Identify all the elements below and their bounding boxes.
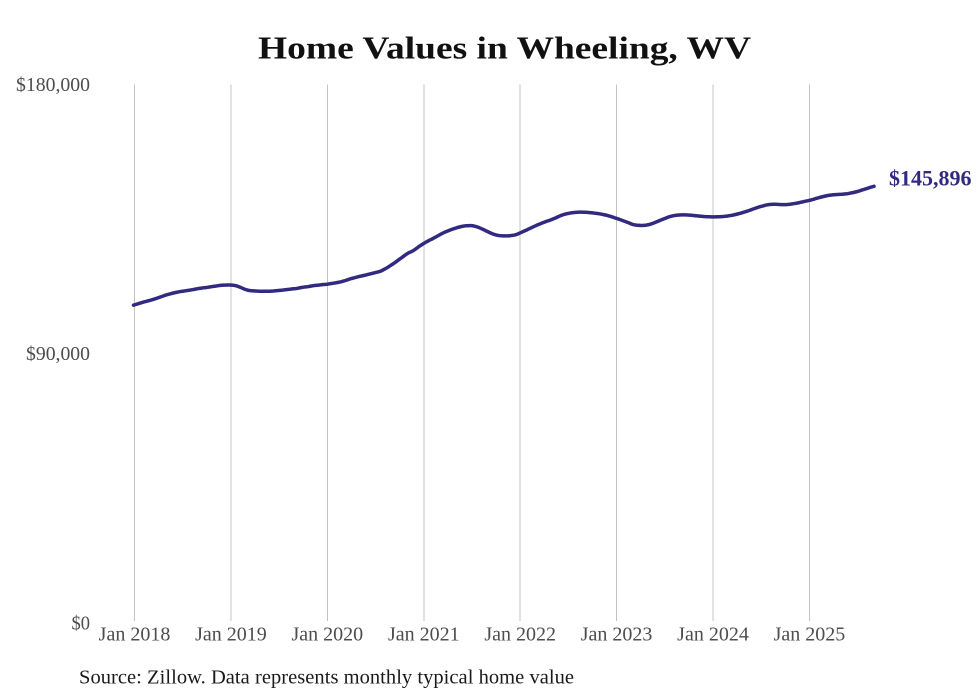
svg-text:Jan 2022: Jan 2022 — [484, 624, 556, 646]
svg-text:$90,000: $90,000 — [26, 343, 90, 365]
svg-text:Source: Zillow. Data represent: Source: Zillow. Data represents monthly … — [79, 667, 574, 689]
svg-text:Jan 2023: Jan 2023 — [581, 624, 653, 646]
svg-text:Jan 2020: Jan 2020 — [291, 624, 363, 646]
svg-text:$0: $0 — [72, 613, 91, 635]
svg-text:Jan 2019: Jan 2019 — [195, 624, 267, 646]
svg-text:Home Values in Wheeling, WV: Home Values in Wheeling, WV — [258, 30, 751, 66]
svg-text:Jan 2024: Jan 2024 — [677, 624, 749, 646]
svg-text:Jan 2021: Jan 2021 — [388, 624, 460, 646]
svg-text:Jan 2025: Jan 2025 — [774, 624, 846, 646]
svg-text:$180,000: $180,000 — [16, 74, 90, 96]
svg-text:Jan 2018: Jan 2018 — [99, 624, 171, 646]
svg-text:$145,896: $145,896 — [889, 166, 972, 191]
